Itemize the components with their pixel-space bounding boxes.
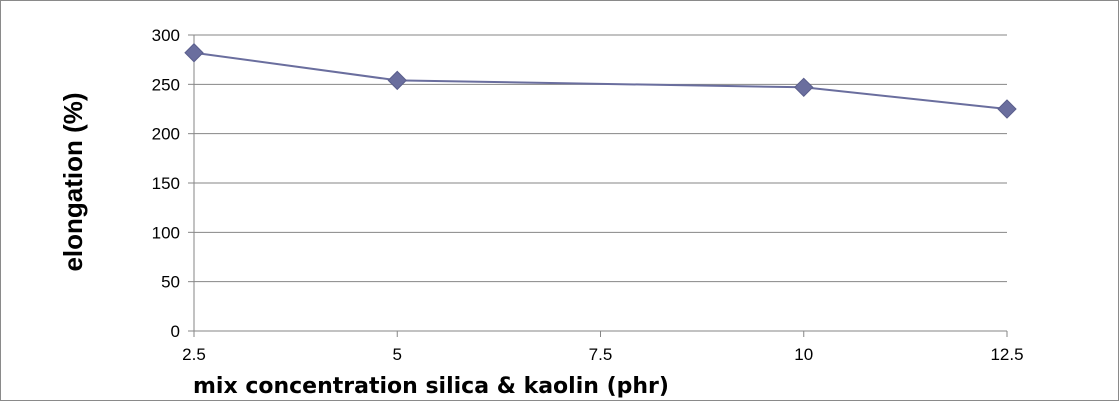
data-point-marker	[387, 70, 407, 91]
y-tick-label: 50	[161, 273, 180, 292]
x-tick-label: 12.5	[990, 345, 1023, 364]
x-tick-label: 7.5	[589, 345, 613, 364]
x-tick-label: 10	[794, 345, 813, 364]
x-tick-label: 5	[393, 345, 402, 364]
data-point-marker	[794, 77, 814, 98]
y-tick-label: 250	[152, 75, 180, 94]
x-axis-label: mix concentration silica & kaolin (phr)	[193, 374, 669, 399]
y-tick-label: 150	[152, 174, 180, 193]
data-point-marker	[997, 99, 1017, 119]
gridlines	[194, 34, 1007, 283]
series	[184, 43, 1017, 119]
y-tick-label: 200	[152, 125, 180, 144]
x-tick-labels: 2.5 5 7.5 10 12.5	[182, 345, 1023, 364]
y-tick-labels: 0 50 100 150 200 250 300	[152, 26, 180, 341]
y-axis-label: elongation (%)	[58, 92, 88, 271]
y-tick-label: 100	[152, 223, 180, 242]
y-tick-label: 300	[152, 26, 180, 45]
series-line	[193, 51, 1008, 110]
x-tick-label: 2.5	[182, 345, 206, 364]
axes	[188, 34, 1008, 337]
data-point-marker	[184, 43, 204, 63]
y-tick-label: 0	[171, 322, 180, 341]
